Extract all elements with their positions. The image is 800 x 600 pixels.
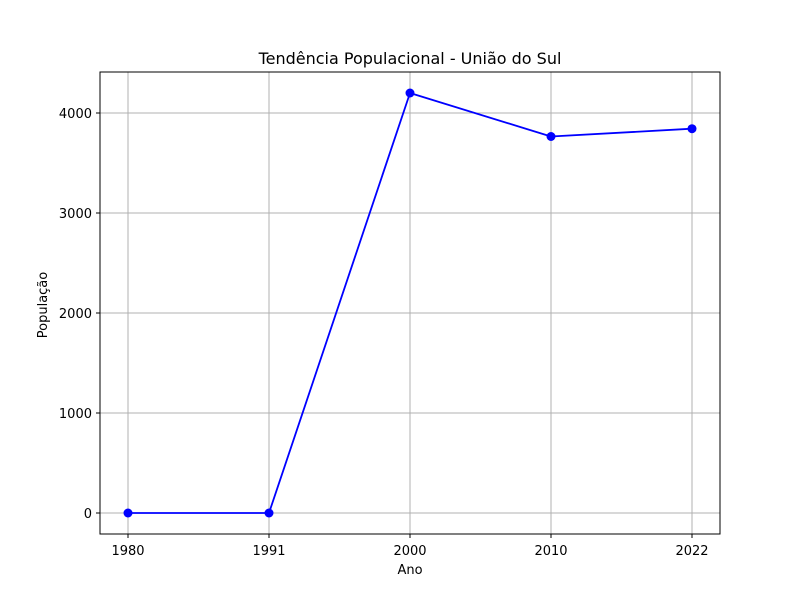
data-point (264, 508, 274, 518)
x-axis-ticks: 1980 1991 2000 2010 2022 (111, 534, 709, 559)
x-axis-label: Ano (397, 563, 422, 578)
y-tick-label: 4000 (59, 107, 92, 122)
y-axis-ticks: 0 1000 2000 3000 4000 (59, 107, 100, 522)
y-tick-label: 2000 (59, 307, 92, 322)
y-axis-label: População (36, 272, 51, 339)
y-tick-label: 1000 (59, 407, 92, 422)
x-tick-label: 2000 (393, 544, 426, 559)
y-tick-label: 3000 (59, 207, 92, 222)
x-tick-label: 2022 (675, 544, 708, 559)
series-layer (123, 88, 697, 518)
x-tick-label: 1980 (111, 544, 144, 559)
grid (100, 72, 720, 534)
y-tick-label: 0 (84, 507, 92, 522)
data-point (123, 508, 133, 518)
data-point (687, 124, 697, 134)
data-point (546, 132, 556, 141)
x-tick-label: 1991 (252, 544, 285, 559)
chart-title: Tendência Populacional - União do Sul (258, 49, 562, 68)
x-tick-label: 2010 (534, 544, 567, 559)
data-point (405, 88, 415, 98)
